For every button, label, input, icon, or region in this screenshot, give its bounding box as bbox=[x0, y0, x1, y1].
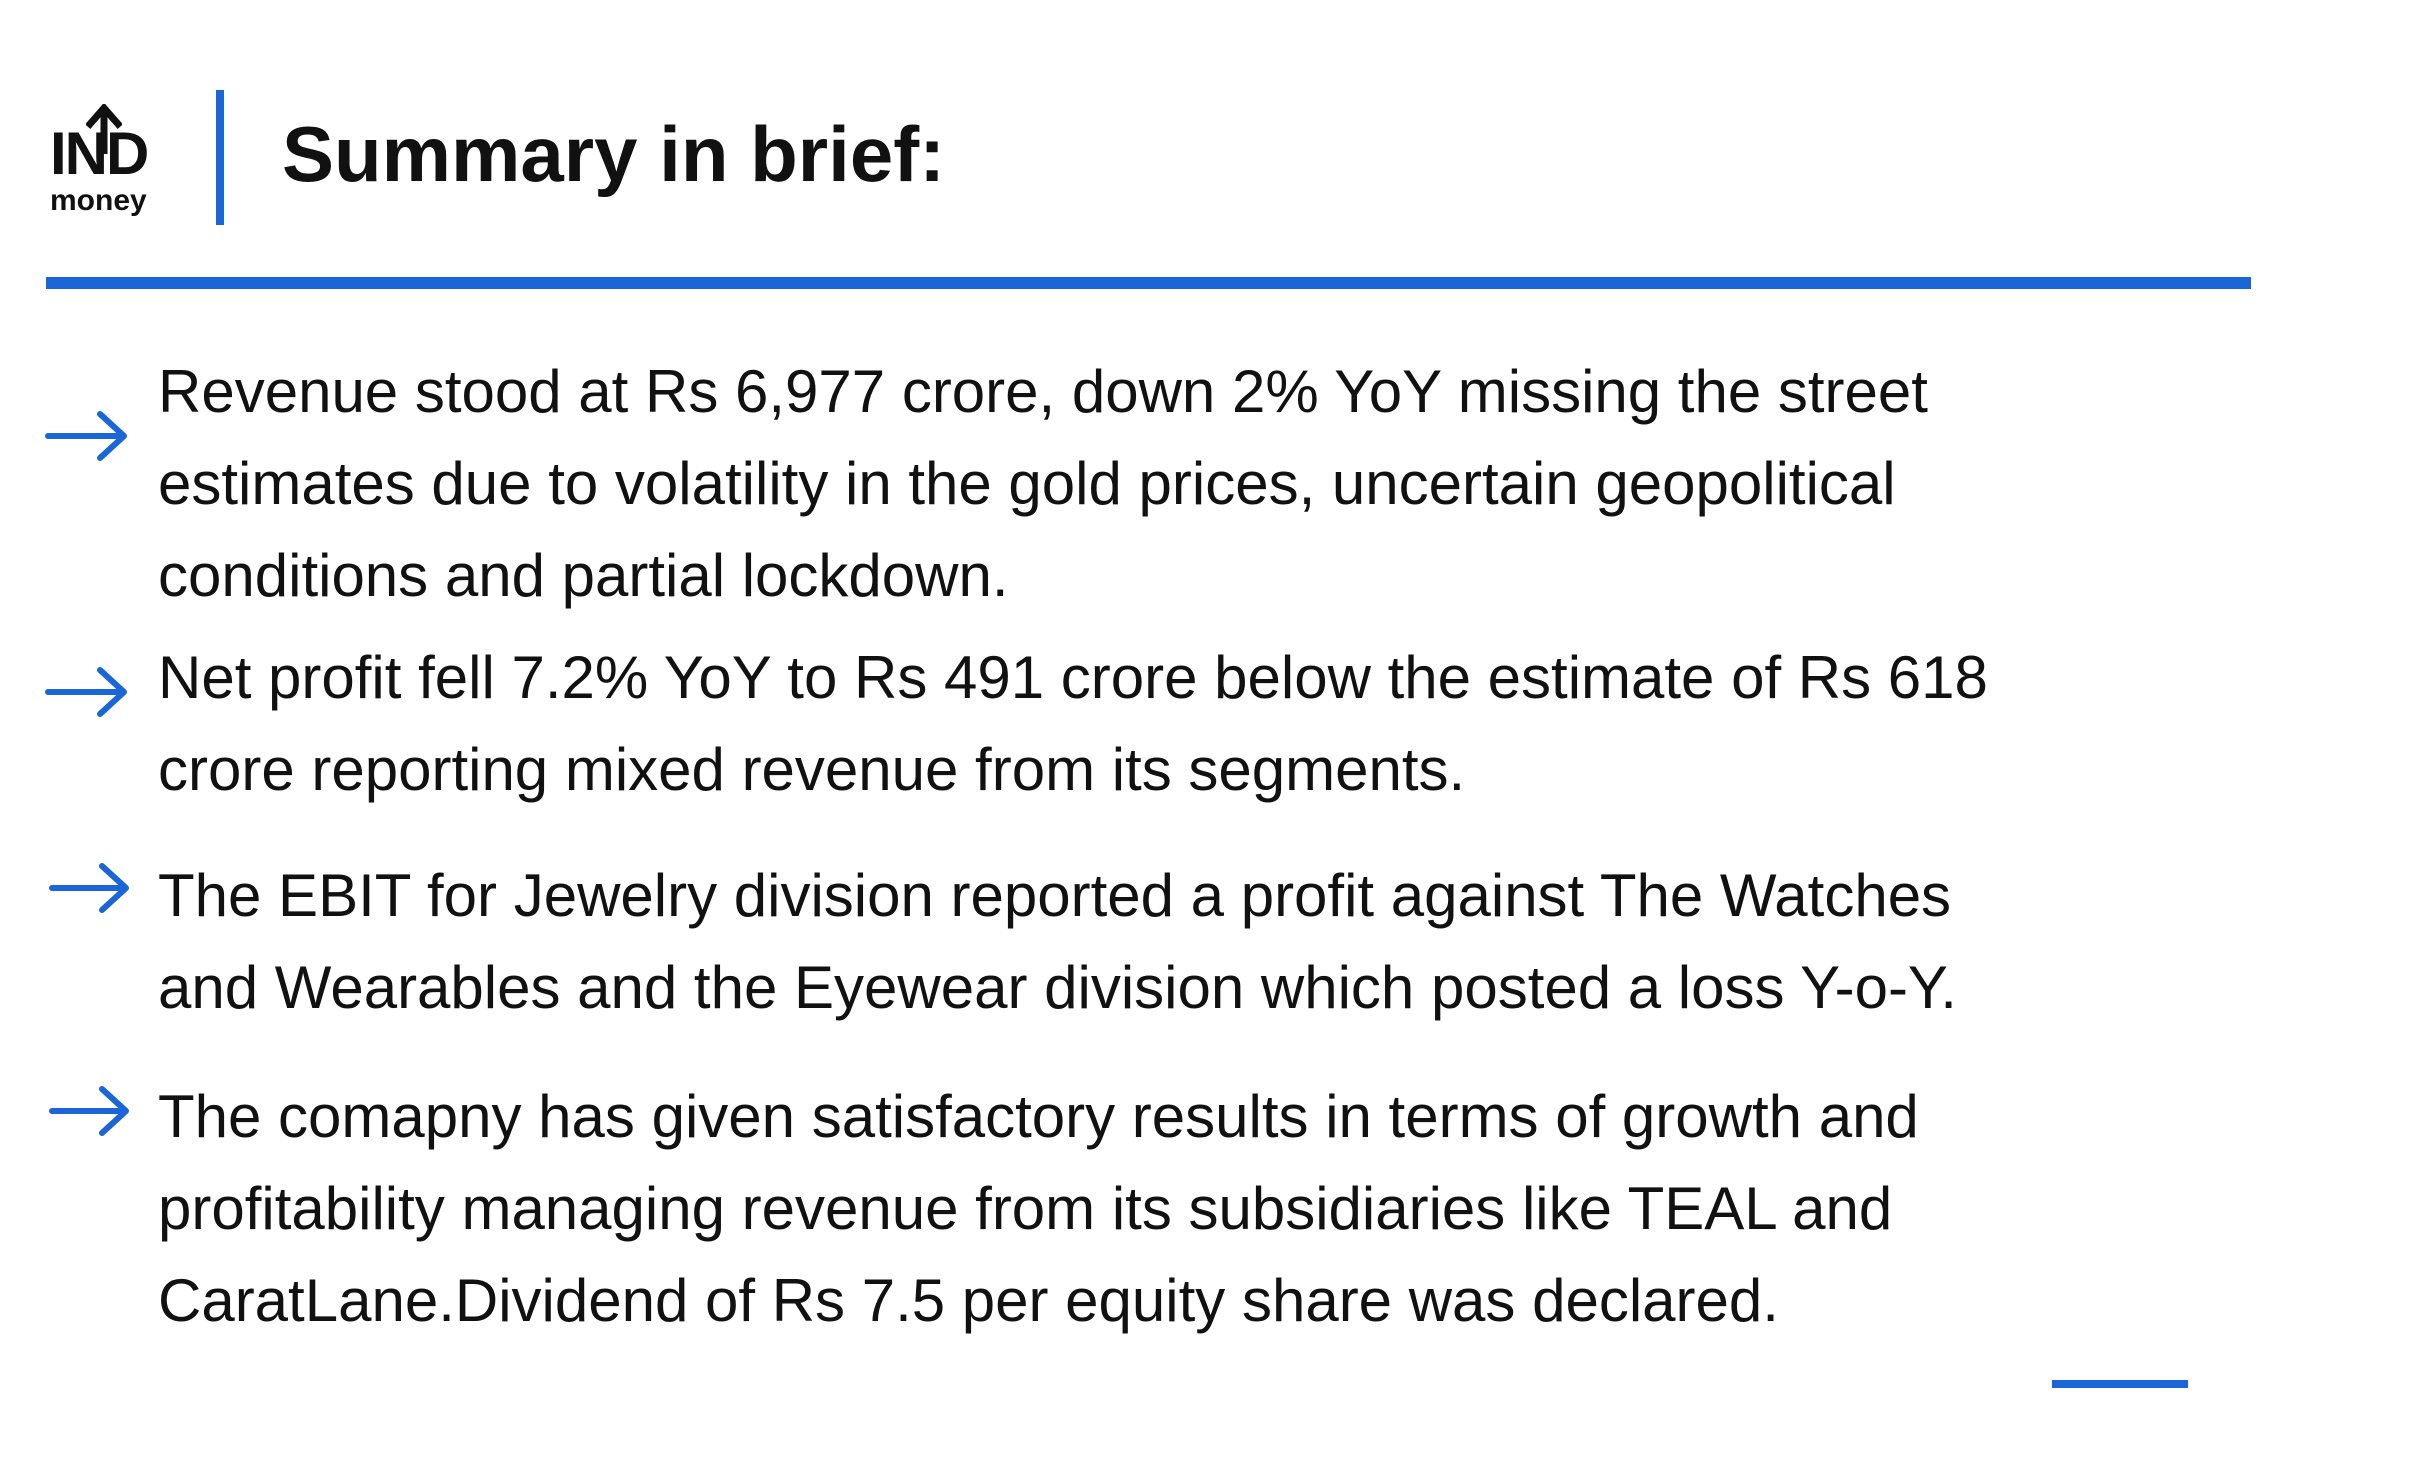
summary-line: The comapny has given satisfactory resul… bbox=[158, 1083, 1919, 1150]
up-arrow-icon bbox=[86, 104, 122, 154]
indmoney-logo: IND money bbox=[46, 104, 156, 217]
summary-item-text: The comapny has given satisfactory resul… bbox=[158, 1071, 2238, 1347]
summary-line: crore reporting mixed revenue from its s… bbox=[158, 736, 1466, 803]
header-divider bbox=[216, 90, 224, 225]
right-arrow-icon bbox=[45, 667, 127, 717]
summary-item-text: Net profit fell 7.2% YoY to Rs 491 crore… bbox=[158, 632, 2238, 816]
summary-line: profitability managing revenue from its … bbox=[158, 1175, 1893, 1242]
summary-line: CaratLane.Dividend of Rs 7.5 per equity … bbox=[158, 1267, 1779, 1334]
summary-item-text: Revenue stood at Rs 6,977 crore, down 2%… bbox=[158, 346, 2238, 622]
summary-line: estimates due to volatility in the gold … bbox=[158, 450, 1896, 517]
right-arrow-icon bbox=[49, 863, 129, 913]
summary-line: Net profit fell 7.2% YoY to Rs 491 crore… bbox=[158, 644, 1988, 711]
summary-line: The EBIT for Jewelry division reported a… bbox=[158, 862, 1952, 929]
right-arrow-icon bbox=[45, 411, 127, 461]
logo-wordmark-ind: IND bbox=[50, 120, 149, 187]
footer-accent-rule bbox=[2052, 1380, 2188, 1388]
page-title: Summary in brief: bbox=[282, 110, 946, 198]
summary-line: conditions and partial lockdown. bbox=[158, 542, 1009, 609]
summary-item-text: The EBIT for Jewelry division reported a… bbox=[158, 850, 2238, 1034]
summary-line: Revenue stood at Rs 6,977 crore, down 2%… bbox=[158, 358, 1928, 425]
logo-wordmark-money: money bbox=[50, 184, 147, 217]
right-arrow-icon bbox=[49, 1086, 129, 1136]
header-rule bbox=[46, 277, 2251, 289]
summary-line: and Wearables and the Eyewear division w… bbox=[158, 954, 1957, 1021]
